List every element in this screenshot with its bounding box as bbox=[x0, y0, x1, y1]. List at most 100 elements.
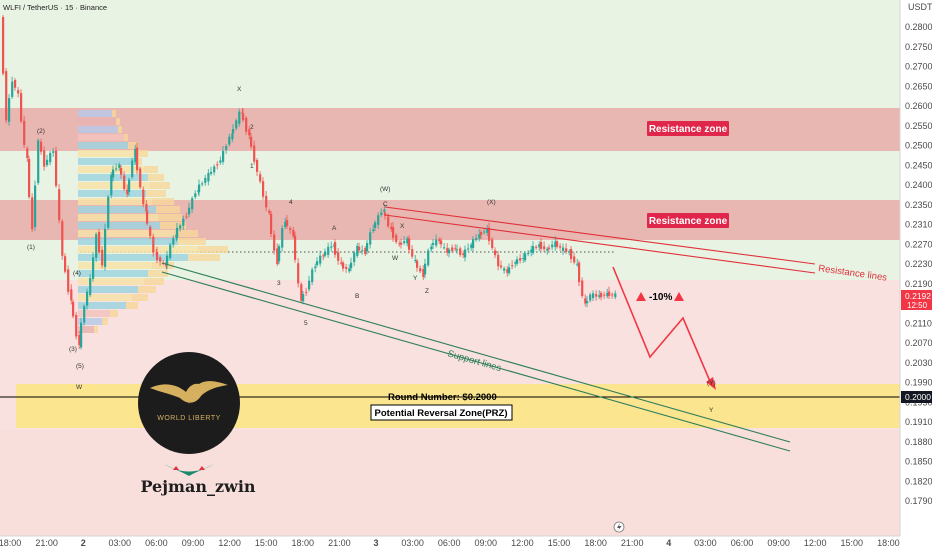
candle-body bbox=[361, 250, 364, 252]
candle-body bbox=[400, 242, 403, 245]
svg-text:Resistance zone: Resistance zone bbox=[649, 216, 728, 227]
svg-text:12:50: 12:50 bbox=[907, 301, 928, 310]
candle-body bbox=[384, 213, 387, 216]
candle-body bbox=[451, 247, 454, 251]
candle-body bbox=[83, 306, 86, 323]
candle-body bbox=[488, 227, 491, 241]
candle-body bbox=[204, 177, 207, 183]
svg-text:3: 3 bbox=[277, 280, 281, 287]
candle-body bbox=[565, 248, 568, 252]
candle-body bbox=[207, 173, 210, 182]
candle-body bbox=[611, 294, 614, 296]
candle-body bbox=[556, 241, 559, 247]
candle-body bbox=[446, 248, 449, 253]
candle-body bbox=[491, 239, 494, 248]
candle-body bbox=[142, 189, 145, 205]
wave-labels: (1) (2) (3) (4) (5) W X Y (W) (X) (Y) A … bbox=[27, 86, 716, 414]
svg-text:1: 1 bbox=[250, 163, 254, 170]
volume-bar-ext bbox=[198, 246, 228, 253]
price-tick-label: 0.2190 bbox=[905, 279, 932, 289]
resistance-line-2 bbox=[384, 214, 816, 274]
candle-body bbox=[52, 151, 55, 153]
candle-body bbox=[546, 248, 549, 251]
candle-body bbox=[406, 238, 409, 244]
candle-body bbox=[614, 293, 617, 298]
volume-bar-ext bbox=[144, 278, 164, 285]
currency-label: USDT bbox=[908, 2, 932, 12]
svg-text:(5): (5) bbox=[76, 363, 84, 370]
volume-bar-ext bbox=[146, 190, 166, 197]
candle-body bbox=[115, 168, 118, 170]
time-tick-label: 06:00 bbox=[438, 538, 461, 548]
price-tick-label: 0.1910 bbox=[905, 417, 932, 427]
time-tick-label: 18:00 bbox=[292, 538, 315, 548]
candle-body bbox=[107, 196, 110, 228]
candle-body bbox=[58, 189, 61, 221]
time-tick-label: 03:00 bbox=[109, 538, 132, 548]
candle-body bbox=[522, 258, 525, 259]
volume-bar bbox=[78, 134, 124, 141]
candle-body bbox=[478, 234, 481, 239]
candle-body bbox=[156, 252, 159, 261]
price-tick-label: 0.2030 bbox=[905, 358, 932, 368]
candle-body bbox=[448, 249, 451, 254]
volume-bar-ext bbox=[94, 326, 98, 333]
candle-body bbox=[185, 216, 188, 218]
time-axis[interactable] bbox=[0, 536, 900, 550]
candle-body bbox=[337, 252, 340, 261]
current-price-badge: 0.2192 12:50 bbox=[901, 290, 932, 310]
time-tick-label: 09:00 bbox=[182, 538, 205, 548]
volume-bar-ext bbox=[148, 174, 164, 181]
volume-bar-ext bbox=[158, 214, 182, 221]
volume-bar bbox=[78, 166, 144, 173]
svg-text:(X): (X) bbox=[487, 199, 496, 206]
eagle-icon bbox=[150, 381, 228, 403]
candle-body bbox=[606, 292, 609, 297]
volume-bar bbox=[78, 326, 94, 333]
candle-body bbox=[475, 238, 478, 240]
price-tick-label: 0.2450 bbox=[905, 160, 932, 170]
volume-bar bbox=[78, 318, 102, 325]
candle-body bbox=[250, 136, 253, 147]
price-tick-label: 0.2230 bbox=[905, 259, 932, 269]
candle-body bbox=[191, 198, 194, 210]
candle-body bbox=[578, 262, 581, 283]
volume-bar bbox=[78, 278, 144, 285]
price-tick-label: 0.2110 bbox=[905, 318, 932, 328]
price-axis[interactable] bbox=[900, 0, 932, 550]
price-tick-label: 0.2310 bbox=[905, 220, 932, 230]
candle-body bbox=[350, 262, 353, 269]
candle-body bbox=[43, 150, 46, 167]
candle-body bbox=[435, 239, 438, 246]
candle-body bbox=[101, 249, 104, 266]
candle-body bbox=[146, 210, 149, 224]
time-tick-label: 15:00 bbox=[548, 538, 571, 548]
volume-bar bbox=[78, 310, 110, 317]
candles bbox=[2, 15, 617, 350]
candle-body bbox=[570, 249, 573, 260]
candle-body bbox=[242, 113, 245, 121]
candle-body bbox=[467, 248, 470, 250]
time-tick-label: 18:00 bbox=[877, 538, 900, 548]
candle-body bbox=[262, 181, 265, 197]
svg-text:(1): (1) bbox=[27, 244, 35, 251]
support-line-1 bbox=[161, 262, 791, 443]
volume-bar-ext bbox=[126, 302, 138, 309]
candle-body bbox=[330, 246, 333, 248]
price-tick-label: 0.2550 bbox=[905, 121, 932, 131]
price-tick-label: 0.1880 bbox=[905, 437, 932, 447]
alert-icon-left bbox=[636, 292, 646, 301]
candle-body bbox=[5, 71, 8, 121]
candle-body bbox=[527, 253, 530, 254]
candle-body bbox=[470, 244, 473, 248]
candle-body bbox=[356, 246, 359, 256]
lightning-icon[interactable] bbox=[613, 521, 625, 533]
candle-body bbox=[149, 226, 152, 236]
candle-body bbox=[581, 280, 584, 296]
candle-body bbox=[438, 239, 441, 242]
time-tick-label: 09:00 bbox=[767, 538, 790, 548]
chart-title: WLFI / TetherUS · 15 · Binance bbox=[3, 3, 107, 12]
volume-bar-ext bbox=[124, 134, 128, 141]
candle-body bbox=[414, 260, 417, 261]
